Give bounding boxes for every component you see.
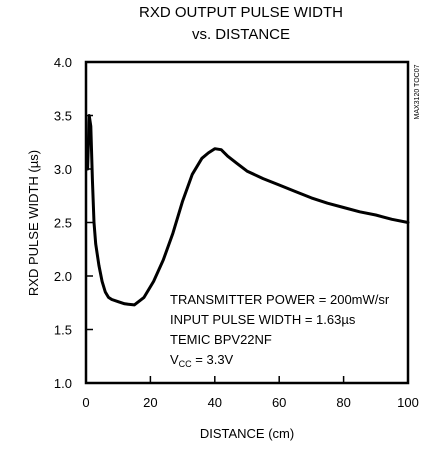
- y-tick-label-1: 1.5: [54, 323, 72, 338]
- x-axis-label: DISTANCE (cm): [200, 426, 294, 441]
- series-line: [86, 114, 410, 307]
- x-tick-label-5: 100: [397, 395, 419, 410]
- x-tick-label-3: 60: [272, 395, 286, 410]
- annotation-vcc-main: V: [170, 352, 179, 367]
- annotation-transmitter-power: TRANSMITTER POWER = 200mW/sr: [170, 292, 390, 307]
- annotation-input-pulse-width: INPUT PULSE WIDTH = 1.63µs: [170, 312, 356, 327]
- figure-code: MAX3120 TOC07: [414, 64, 421, 119]
- y-tick-label-3: 2.5: [54, 216, 72, 231]
- annotation-vcc-sub: CC: [179, 359, 192, 369]
- annotation-vcc: VCC = 3.3V: [170, 352, 234, 369]
- x-tick-label-1: 20: [143, 395, 157, 410]
- y-tick-label-6: 4.0: [54, 55, 72, 70]
- y-tick-label-4: 3.0: [54, 162, 72, 177]
- y-axis-label: RXD PULSE WIDTH (µs): [26, 150, 41, 296]
- y-tick-label-0: 1.0: [54, 376, 72, 391]
- y-tick-label-2: 2.0: [54, 269, 72, 284]
- annotation-vcc-value: = 3.3V: [192, 352, 234, 367]
- chart-title-line2: vs. DISTANCE: [192, 26, 290, 43]
- x-tick-label-4: 80: [336, 395, 350, 410]
- x-tick-label-2: 40: [208, 395, 222, 410]
- x-tick-label-0: 0: [82, 395, 89, 410]
- annotation-device: TEMIC BPV22NF: [170, 332, 272, 347]
- y-tick-label-5: 3.5: [54, 109, 72, 124]
- chart-title-line1: RXD OUTPUT PULSE WIDTH: [139, 4, 343, 21]
